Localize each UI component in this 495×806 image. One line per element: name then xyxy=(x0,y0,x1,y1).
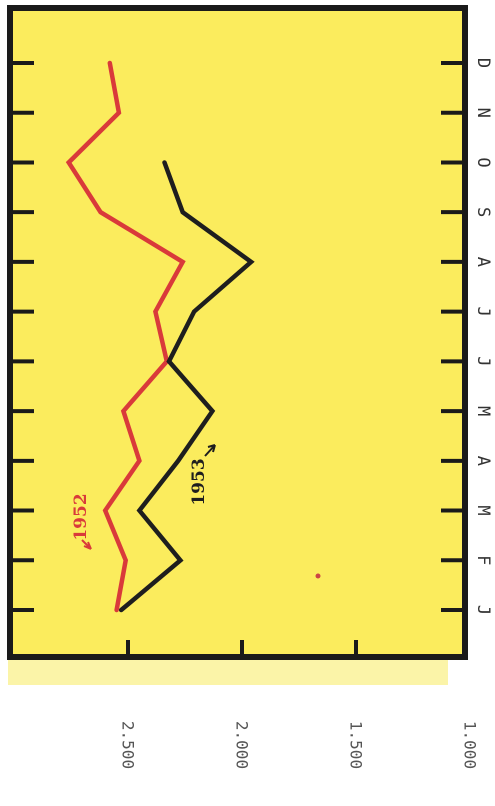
value-tick-label: 2.000 xyxy=(233,721,252,769)
series-label-1953: 1953 xyxy=(189,458,209,505)
plot-frame xyxy=(7,5,468,660)
value-tick-label: 1.000 xyxy=(461,721,480,769)
month-label: N xyxy=(473,108,493,118)
series-line-1953 xyxy=(118,160,255,613)
series-line-1952 xyxy=(65,60,186,613)
month-label: M xyxy=(473,505,493,515)
series-arrow-1952 xyxy=(81,539,92,550)
value-tick-label: 2.500 xyxy=(119,721,138,769)
month-label: O xyxy=(473,157,493,167)
series-arrow-1953 xyxy=(204,444,216,457)
month-label: J xyxy=(473,605,493,615)
speck-dot xyxy=(315,573,321,579)
series-label-1952: 1952 xyxy=(71,493,91,540)
month-label: A xyxy=(473,456,493,466)
month-label: D xyxy=(473,58,493,68)
month-label: J xyxy=(473,356,493,366)
month-label: J xyxy=(473,307,493,317)
month-label: A xyxy=(473,257,493,267)
month-label: M xyxy=(473,406,493,416)
value-tick-label: 1.500 xyxy=(347,721,366,769)
month-label: F xyxy=(473,555,493,565)
month-label: S xyxy=(473,207,493,217)
plot-background xyxy=(10,8,465,657)
